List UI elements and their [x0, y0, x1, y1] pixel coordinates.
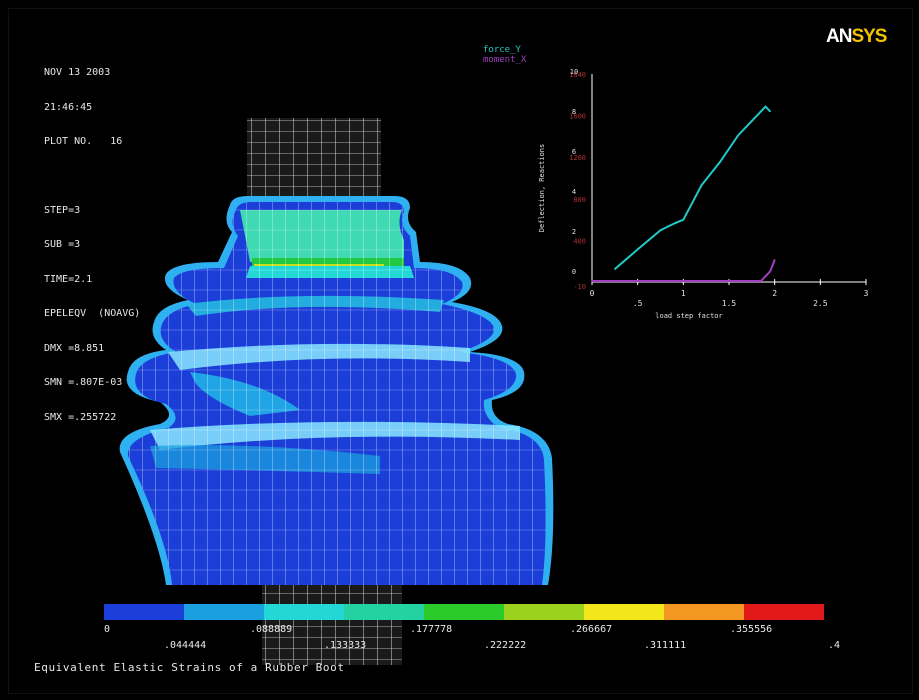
chart-y-tick-label-right-4: 8 — [572, 108, 576, 116]
info-date: NOV 13 2003 — [44, 67, 111, 78]
legend-label-top-2: .088889 — [250, 624, 293, 635]
legend-swatch-2 — [184, 604, 264, 620]
info-smx: SMX =.255722 — [44, 411, 117, 423]
chart-x-tick-label-3: 1.5 — [722, 299, 737, 308]
chart-y-tick-label-left-4: 1600 — [569, 113, 586, 121]
info-plot-number: PLOT NO. 16 — [44, 136, 123, 147]
chart-series-line-moment_X — [592, 259, 776, 283]
legend-swatch-5 — [424, 604, 504, 620]
chart-y-tick-label-left-3: 1200 — [569, 154, 586, 162]
legend-label-top-5: .355556 — [730, 624, 773, 635]
chart-point-moment_X-5 — [769, 270, 771, 273]
chart-point-force_Y-3 — [673, 222, 675, 225]
chart-point-force_Y-7 — [737, 134, 739, 137]
upper-tube-mesh — [247, 118, 381, 208]
ansys-logo: ANSYS — [826, 26, 887, 48]
chart-point-force_Y-1 — [636, 248, 639, 251]
legend-label-bottom-4: .311111 — [644, 640, 687, 651]
chart-point-moment_X-4 — [760, 280, 762, 282]
chart-y-tick-label-left-0: -10 — [573, 283, 586, 291]
chart-point-force_Y-10 — [769, 110, 771, 113]
info-time: 21:46:45 — [44, 101, 93, 113]
legend-label-top-3: .177778 — [410, 624, 453, 635]
contour-legend-bar — [104, 604, 824, 620]
chart-legend-moment_X: moment_X — [483, 55, 527, 65]
chart-x-tick-label-6: 3 — [864, 289, 869, 298]
plot-info-block: NOV 13 2003 21:46:45 PLOT NO. 16 STEP=3 … — [44, 44, 140, 446]
legend-swatch-8 — [664, 604, 744, 620]
chart-y-tick-label-right-2: 4 — [572, 188, 576, 196]
legend-swatch-7 — [584, 604, 664, 620]
info-dmx: DMX =8.851 — [44, 342, 105, 354]
chart-point-force_Y-4 — [682, 218, 685, 221]
chart-point-force_Y-2 — [659, 229, 662, 232]
legend-label-top-1: 0 — [104, 624, 111, 635]
legend-swatch-1 — [104, 604, 184, 620]
chart-y-tick-label-right-5: 10 — [570, 68, 578, 76]
chart-point-moment_X-2 — [682, 280, 685, 282]
chart-series-line-force_Y — [614, 105, 771, 270]
chart-y-axis-label: Deflection, Reactions — [538, 144, 546, 233]
chart-point-moment_X-0 — [591, 280, 593, 282]
ansys-logo-part-a: AN — [826, 26, 852, 47]
chart-x-tick-label-4: 2 — [772, 289, 777, 298]
lower-tube-mesh — [262, 585, 402, 665]
chart-y-tick-label-left-2: 800 — [573, 196, 586, 204]
legend-label-bottom-2: .133333 — [324, 640, 367, 651]
legend-label-bottom-5: .4 — [828, 640, 841, 651]
legend-swatch-9 — [744, 604, 824, 620]
info-sub: SUB =3 — [44, 239, 81, 250]
chart-point-force_Y-9 — [764, 105, 767, 108]
chart-point-moment_X-3 — [728, 280, 730, 282]
legend-swatch-4 — [344, 604, 424, 620]
chart-point-moment_X-6 — [773, 259, 776, 261]
plot-frame — [8, 8, 913, 694]
legend-label-bottom-3: .222222 — [484, 640, 527, 651]
info-result-type: EPELEQV (NOAVG) — [44, 308, 141, 319]
info-time-value: TIME=2.1 — [44, 273, 93, 285]
legend-swatch-3 — [264, 604, 344, 620]
chart-point-force_Y-0 — [614, 268, 616, 270]
chart-x-tick-label-2: 1 — [681, 289, 686, 298]
chart-legend-force_Y: force_Y — [483, 45, 522, 55]
chart-y-tick-label-left-1: 400 — [573, 237, 586, 245]
info-smn: SMN =.807E-03 — [44, 377, 123, 388]
chart-x-tick-label-0: 0 — [590, 289, 595, 298]
chart-x-tick-label-5: 2.5 — [813, 299, 828, 308]
ansys-logo-part-b: SYS — [851, 26, 887, 47]
chart-y-tick-label-right-0: 0 — [572, 268, 576, 276]
plot-caption: Equivalent Elastic Strains of a Rubber B… — [34, 661, 345, 674]
chart-point-force_Y-6 — [719, 161, 721, 163]
chart-y-tick-label-right-1: 2 — [572, 228, 576, 236]
legend-swatch-6 — [504, 604, 584, 620]
chart-y-tick-label-left-5: 1840 — [569, 71, 586, 79]
chart-point-force_Y-8 — [755, 115, 758, 117]
chart-point-moment_X-1 — [636, 280, 639, 282]
chart-x-axis-label: load step factor — [655, 312, 722, 320]
chart-point-force_Y-5 — [700, 184, 703, 186]
chart-y-tick-label-right-3: 6 — [572, 148, 576, 156]
chart-x-tick-label-1: .5 — [633, 299, 643, 308]
legend-label-top-4: .266667 — [570, 624, 613, 635]
info-step: STEP=3 — [44, 204, 81, 216]
legend-label-bottom-1: .044444 — [164, 640, 207, 651]
